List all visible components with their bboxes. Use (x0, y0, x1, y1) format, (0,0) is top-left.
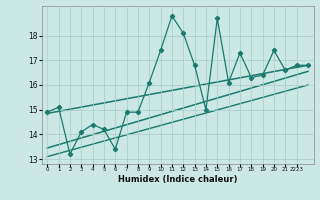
X-axis label: Humidex (Indice chaleur): Humidex (Indice chaleur) (118, 175, 237, 184)
